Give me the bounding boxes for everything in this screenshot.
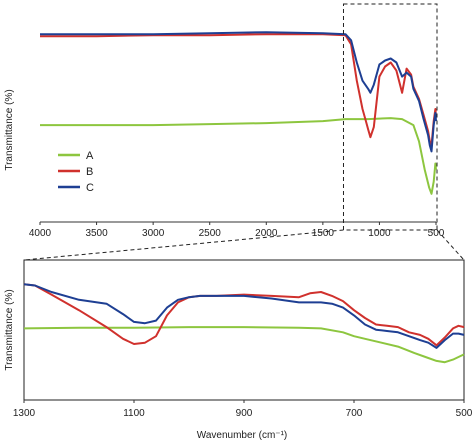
series-line-c: [40, 31, 437, 153]
x-tick-label: 1000: [368, 228, 391, 239]
x-tick-label: 3000: [142, 228, 165, 239]
legend: ABC: [58, 150, 94, 194]
legend-label-c: C: [86, 182, 94, 194]
bottom-x-axis-title: Wavenumber (cm⁻¹): [197, 430, 287, 441]
x-tick-label: 1500: [312, 228, 335, 239]
x-tick-label: 1100: [123, 408, 145, 419]
bottom-series-group: [23, 283, 465, 364]
top-series-group: [40, 31, 437, 195]
legend-label-a: A: [86, 150, 94, 162]
series-line-a: [40, 117, 437, 195]
series-line-c: [23, 283, 465, 349]
bottom-panel: 1300 1100 900 700 500 Transmittance (%) Wave…: [4, 259, 473, 441]
x-tick-label: 500: [456, 408, 473, 419]
x-tick-label: 4000: [29, 228, 52, 239]
x-tick-label: 3500: [85, 228, 108, 239]
zoom-region-box: [342, 3, 438, 231]
top-panel: 4000 3500 3000 2500 2000 1500 1000 500 Transmit…: [4, 3, 445, 239]
series-line-b: [23, 283, 465, 347]
bottom-x-ticks: 1300 1100 900 700 500: [13, 400, 473, 419]
x-tick-label: 1300: [13, 408, 36, 419]
bottom-y-axis-title: Transmittance (%): [4, 289, 15, 370]
zoom-connector-left: [23, 229, 344, 261]
top-y-axis-title: Transmittance (%): [4, 89, 15, 170]
legend-label-b: B: [86, 166, 93, 178]
bottom-frame: [23, 259, 465, 401]
x-tick-label: 2500: [199, 228, 222, 239]
x-tick-label: 2000: [255, 228, 278, 239]
x-tick-label: 500: [428, 228, 445, 239]
series-line-b: [40, 33, 437, 147]
top-x-ticks: 4000 3500 3000 2500 2000 1500 1000 500: [29, 222, 445, 239]
series-line-a: [23, 326, 465, 364]
x-tick-label: 900: [236, 408, 253, 419]
x-tick-label: 700: [346, 408, 363, 419]
